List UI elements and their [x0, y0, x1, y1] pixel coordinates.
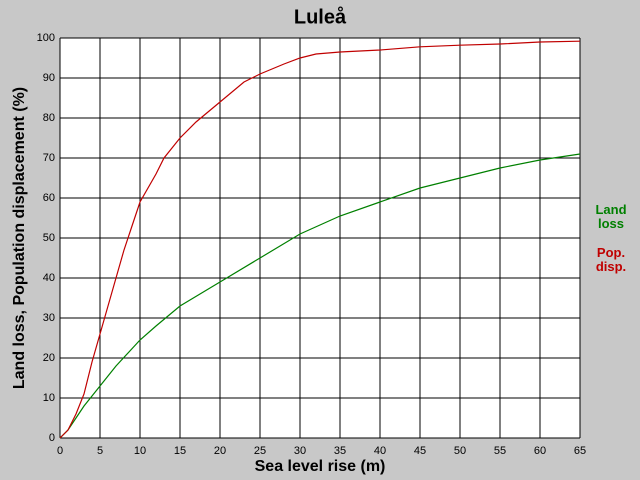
y-tick-label: 10 — [43, 392, 55, 404]
x-tick-label: 60 — [534, 445, 546, 457]
x-tick-label: 10 — [134, 445, 146, 457]
x-tick-label: 40 — [374, 445, 386, 457]
legend-entry: Pop. disp. — [595, 245, 627, 274]
y-tick-label: 40 — [43, 272, 55, 284]
x-tick-label: 5 — [97, 445, 103, 457]
y-axis-label: Land loss, Population displacement (%) — [11, 87, 28, 389]
x-tick-label: 25 — [254, 445, 266, 457]
legend-entry: Land loss — [595, 202, 627, 231]
x-tick-label: 55 — [494, 445, 506, 457]
y-tick-label: 50 — [43, 232, 55, 244]
y-tick-label: 20 — [43, 352, 55, 364]
x-tick-label: 35 — [334, 445, 346, 457]
x-axis-label: Sea level rise (m) — [255, 458, 386, 475]
chart-title: Luleå — [294, 5, 347, 28]
y-tick-label: 90 — [43, 72, 55, 84]
y-tick-label: 80 — [43, 112, 55, 124]
y-tick-label: 60 — [43, 192, 55, 204]
x-tick-label: 15 — [174, 445, 186, 457]
data-line — [59, 153, 581, 439]
x-tick-label: 20 — [214, 445, 226, 457]
y-tick-label: 100 — [37, 32, 55, 44]
x-tick-label: 50 — [454, 445, 466, 457]
x-tick-label: 30 — [294, 445, 306, 457]
y-tick-label: 30 — [43, 312, 55, 324]
x-tick-label: 0 — [57, 445, 63, 457]
y-tick-label: 70 — [43, 152, 55, 164]
data-line — [59, 40, 581, 439]
x-tick-label: 65 — [574, 445, 586, 457]
x-tick-label: 45 — [414, 445, 426, 457]
y-tick-label: 0 — [49, 432, 55, 444]
